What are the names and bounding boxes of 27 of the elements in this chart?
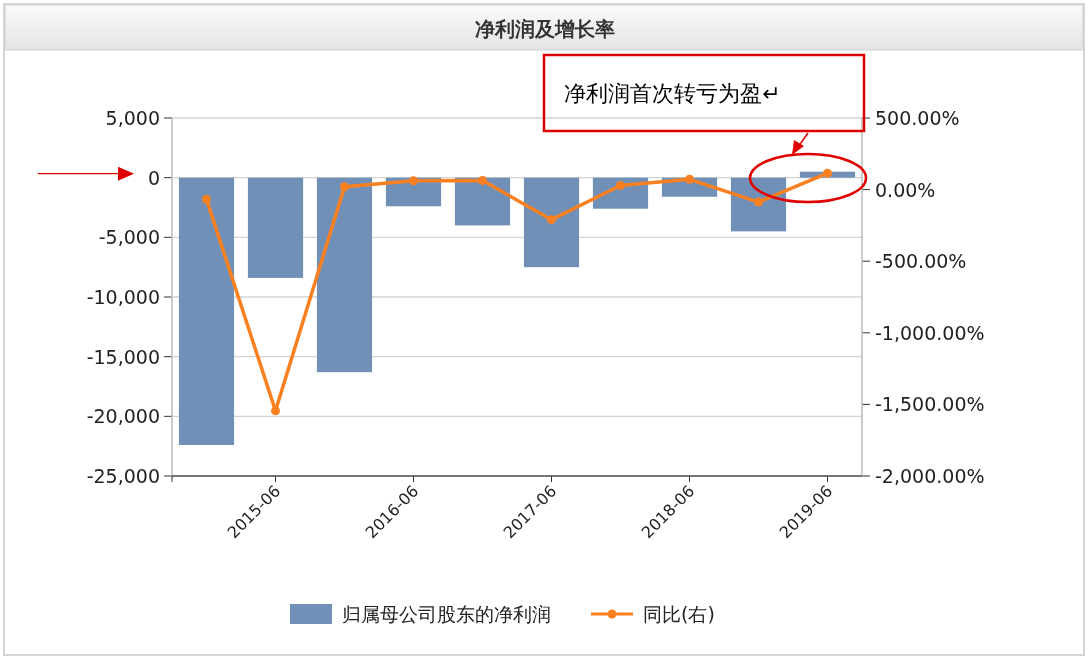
chart-title: 净利润及增长率: [474, 17, 615, 41]
y-tick-label: -10,000: [86, 286, 160, 308]
text: 净利润首次转亏为盈↵: [564, 81, 781, 106]
y2-tick-label: -1,000.00%: [875, 321, 985, 344]
point: [202, 194, 211, 204]
point: [340, 182, 349, 192]
point: [685, 174, 694, 184]
y-tick-label: -5,000: [98, 226, 160, 249]
y2-tick-label: -2,000.00%: [875, 465, 985, 487]
point: [271, 406, 280, 416]
legend-label: 同比(右): [643, 603, 715, 625]
y-tick-label: -20,000: [86, 405, 160, 428]
y-tick-label: 0: [147, 166, 160, 189]
y-tick-label: -15,000: [86, 345, 160, 368]
point: [823, 168, 832, 178]
y-tick-label: 5,000: [105, 107, 160, 129]
point: [547, 215, 556, 225]
point: [478, 175, 487, 185]
y-tick-label: -25,000: [86, 465, 160, 487]
y2-tick-label: 0.00%: [875, 178, 936, 201]
point: [409, 176, 418, 186]
y2-tick-label: 500.00%: [875, 107, 960, 129]
legend-label: 归属母公司股东的净利润: [342, 603, 551, 625]
point: [754, 197, 763, 207]
y2-tick-label: -500.00%: [875, 250, 967, 273]
point: [616, 180, 625, 190]
y2-tick-label: -1,500.00%: [875, 393, 985, 416]
